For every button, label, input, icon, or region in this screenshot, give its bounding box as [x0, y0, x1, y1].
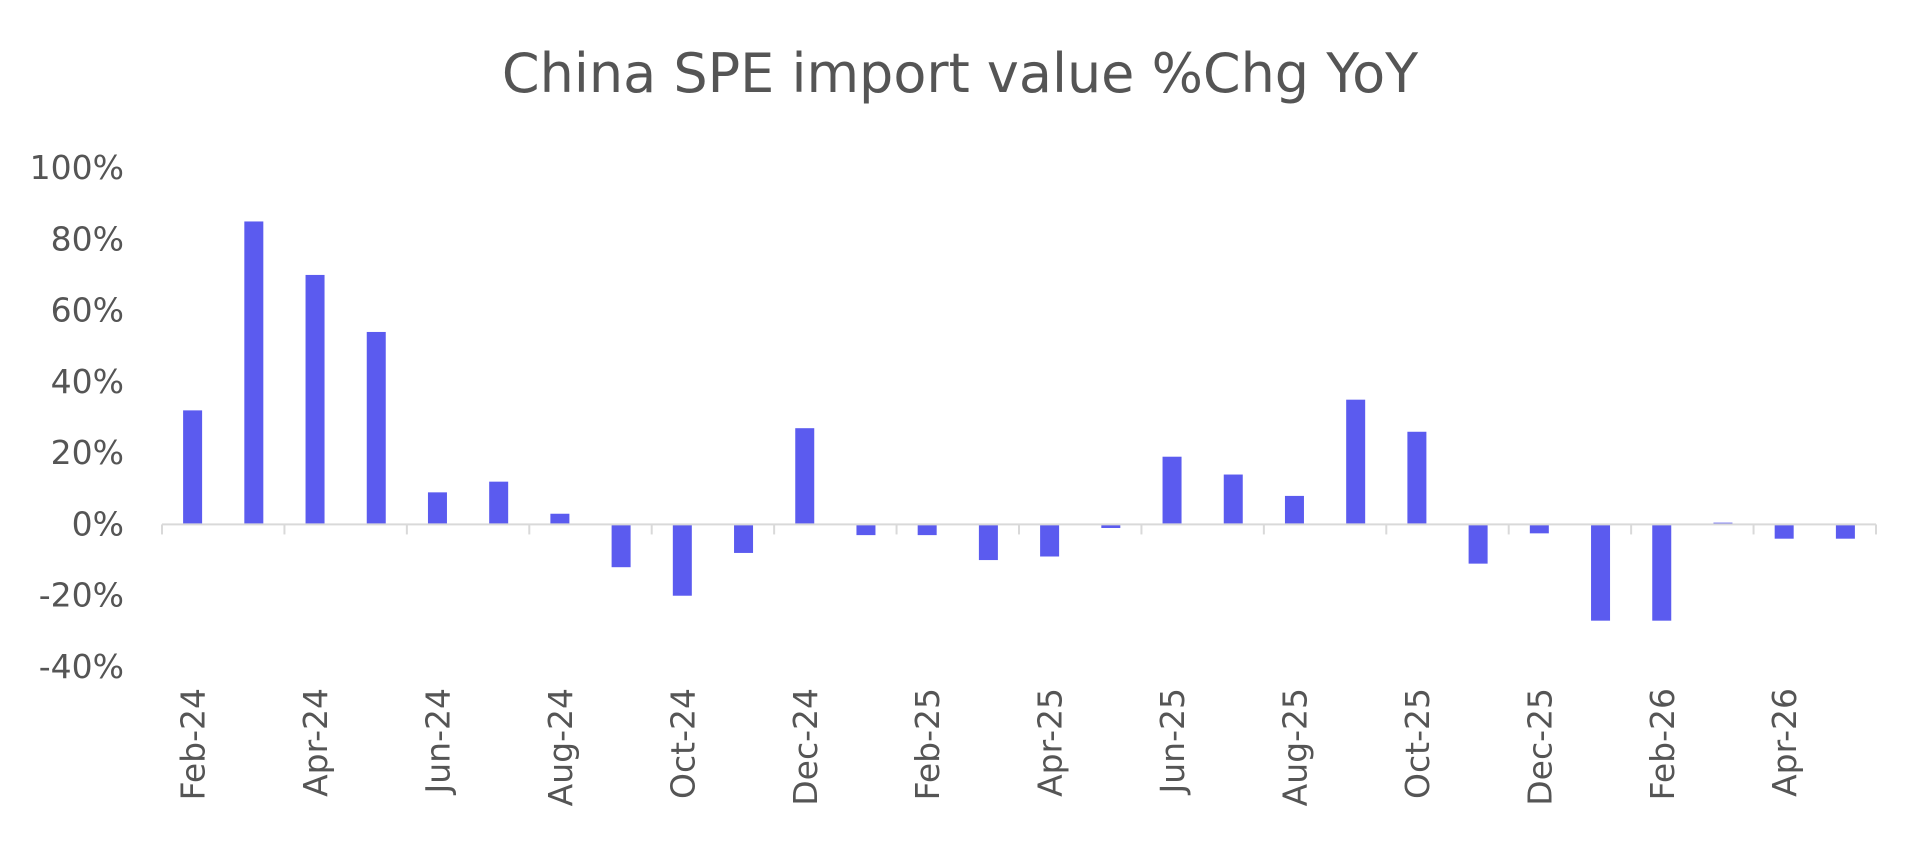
- chart-title: China SPE import value %Chg YoY: [501, 42, 1419, 105]
- x-tick-label: Apr-24: [296, 688, 335, 797]
- bar-sep-24: [611, 524, 631, 568]
- bar-may-26: [1835, 524, 1855, 539]
- x-tick-label: Dec-24: [786, 688, 825, 806]
- x-tick-label: Apr-25: [1031, 688, 1070, 797]
- y-axis-tick-labels: 100% 80% 60% 40% 20% 0% -20% -40%: [30, 148, 124, 686]
- bar-feb-25: [917, 524, 937, 536]
- bar-may-24: [366, 331, 386, 525]
- bars-group: [183, 221, 1855, 621]
- y-tick-label: 60%: [51, 291, 124, 330]
- bar-dec-24: [795, 428, 815, 525]
- bar-jan-25: [856, 524, 876, 536]
- y-tick-label: -40%: [39, 647, 124, 686]
- x-tick-label: Oct-24: [663, 688, 702, 799]
- y-tick-label: -20%: [39, 576, 124, 615]
- bar-aug-24: [550, 513, 570, 525]
- x-tick-label: Feb-24: [174, 688, 213, 800]
- bar-may-25: [1101, 524, 1121, 528]
- x-tick-label: Feb-26: [1643, 688, 1682, 800]
- bar-feb-26: [1652, 524, 1672, 621]
- x-axis: [161, 523, 1877, 535]
- bar-nov-25: [1468, 524, 1488, 564]
- bar-jun-25: [1162, 456, 1182, 525]
- bar-dec-25: [1529, 524, 1549, 534]
- bar-mar-24: [244, 221, 264, 525]
- x-tick-label: Aug-25: [1275, 688, 1314, 806]
- x-tick-label: Apr-26: [1765, 688, 1804, 797]
- bar-jan-26: [1591, 524, 1611, 621]
- bar-apr-25: [1040, 524, 1060, 557]
- x-tick-label: Oct-25: [1398, 688, 1437, 799]
- bar-apr-26: [1774, 524, 1794, 539]
- bar-jul-25: [1223, 474, 1243, 525]
- x-tick-label: Dec-25: [1520, 688, 1559, 806]
- bar-oct-25: [1407, 431, 1427, 525]
- y-tick-label: 80%: [51, 219, 124, 258]
- bar-nov-24: [734, 524, 754, 553]
- y-tick-label: 100%: [30, 148, 124, 187]
- bar-jun-24: [427, 492, 447, 525]
- x-tick-label: Aug-24: [541, 688, 580, 806]
- x-tick-label: Feb-25: [908, 688, 947, 800]
- bar-mar-25: [978, 524, 998, 561]
- y-tick-label: 40%: [51, 362, 124, 401]
- y-tick-label: 0%: [72, 504, 124, 543]
- x-tick-label: Jun-24: [418, 688, 457, 795]
- x-axis-tick-labels: Feb-24 Apr-24 Jun-24 Aug-24 Oct-24 Dec-24 Feb-…: [174, 688, 1805, 806]
- bar-aug-25: [1284, 495, 1304, 525]
- x-tick-label: Jun-25: [1153, 688, 1192, 795]
- bar-oct-24: [672, 524, 692, 596]
- bar-sep-25: [1346, 399, 1366, 525]
- bar-jul-24: [489, 481, 509, 525]
- y-tick-label: 20%: [51, 433, 124, 472]
- bar-feb-24: [183, 410, 203, 525]
- bar-apr-24: [305, 274, 325, 525]
